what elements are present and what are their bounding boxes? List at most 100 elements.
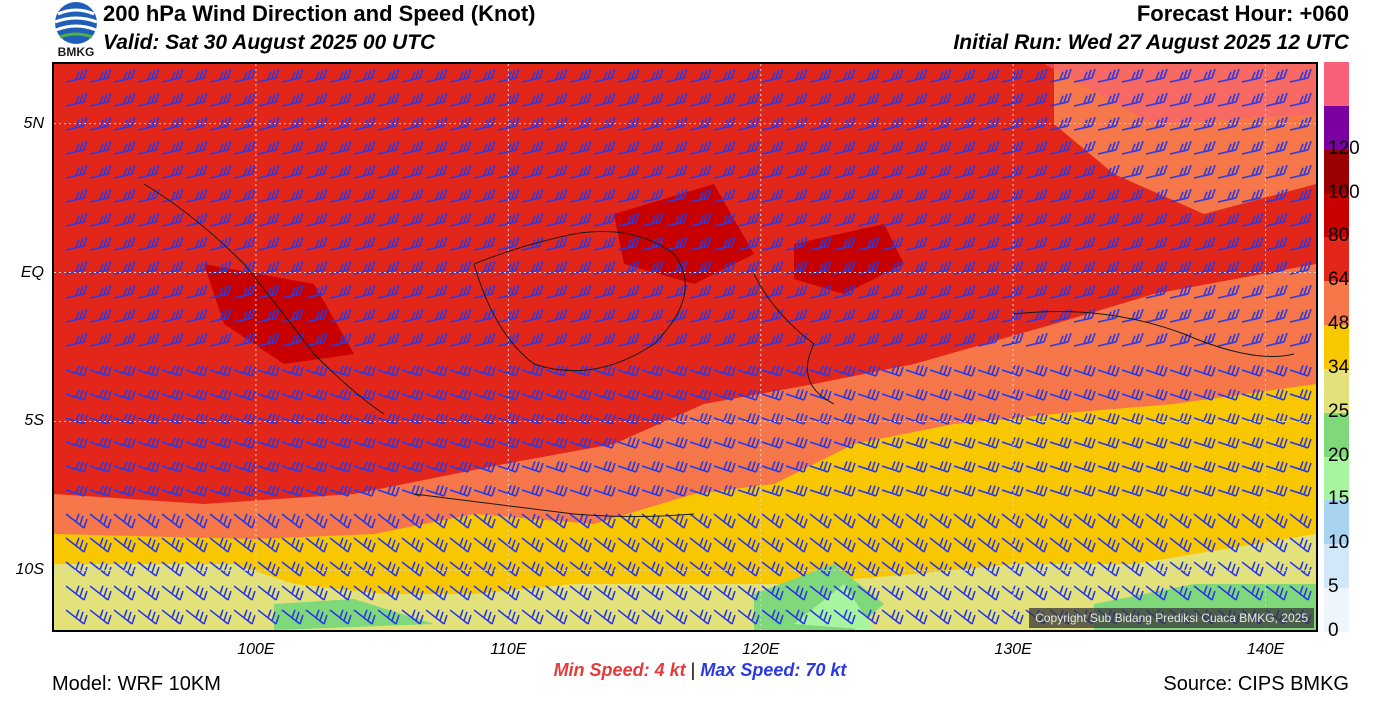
wind-barb [785,609,808,625]
wind-barb [521,389,544,401]
wind-barb [977,188,1000,203]
wind-barb [953,585,976,601]
wind-barb [1265,332,1288,347]
wind-barb [89,365,112,377]
wind-barb [305,609,328,625]
wind-barb [377,485,400,497]
wind-barb [137,188,160,203]
wind-barb [977,561,1000,577]
wind-barb [881,236,904,251]
wind-barb [1289,260,1312,275]
wind-barb [1121,164,1144,179]
wind-barb [665,188,688,203]
wind-barb [1001,140,1024,155]
wind-barb [1289,284,1312,299]
wind-barb [689,609,712,625]
wind-barb [521,68,544,83]
wind-barb [665,260,688,275]
wind-barb [1217,513,1240,529]
wind-barb [497,260,520,275]
wind-barb [953,513,976,529]
wind-barb [1025,188,1048,203]
wind-barb [1097,188,1120,203]
wind-barb [209,284,232,299]
wind-barb [617,365,640,377]
wind-barb [953,92,976,107]
wind-barb [1241,68,1264,83]
wind-barb [761,461,784,473]
wind-barb [929,116,952,131]
wind-barb [929,284,952,299]
wind-barb [521,260,544,275]
wind-barb [857,561,880,577]
wind-barb [497,116,520,131]
wind-barb [617,437,640,449]
wind-barb [593,236,616,251]
wind-barb [1265,164,1288,179]
wind-barb [641,164,664,179]
wind-barb [1025,332,1048,347]
wind-barb [737,461,760,473]
wind-barb [713,308,736,323]
wind-barb [953,212,976,227]
wind-barb [209,212,232,227]
wind-barb [137,365,160,377]
wind-barb [1241,437,1264,449]
wind-barb [1217,236,1240,251]
colorbar-label: 25 [1328,400,1350,422]
wind-barb [521,332,544,347]
wind-barb [449,537,472,553]
wind-barb [425,537,448,553]
wind-barb [113,609,136,625]
wind-barb [713,461,736,473]
wind-barb [449,513,472,529]
wind-barb [1169,140,1192,155]
speed-summary: Min Speed: 4 kt | Max Speed: 70 kt [0,660,1400,681]
wind-barb [857,284,880,299]
wind-barb [1025,365,1048,377]
coast-java [413,493,695,517]
wind-barb [641,116,664,131]
wind-barb [569,561,592,577]
wind-barb [449,461,472,473]
wind-barb [1169,68,1192,83]
wind-barb [521,284,544,299]
wind-barb [305,260,328,275]
wind-barb [113,164,136,179]
wind-barb [89,485,112,497]
wind-barb [953,389,976,401]
wind-barb [353,585,376,601]
wind-barb [473,212,496,227]
wind-barb [305,164,328,179]
wind-barb [905,561,928,577]
wind-barb [257,609,280,625]
wind-barb [1097,461,1120,473]
wind-barb [905,92,928,107]
wind-barb [785,236,808,251]
wind-barb [977,585,1000,601]
wind-barb [401,585,424,601]
wind-barb [593,437,616,449]
wind-barb [257,308,280,323]
wind-barb [569,513,592,529]
wind-barb [305,308,328,323]
wind-barb [89,212,112,227]
wind-barb [473,513,496,529]
wind-barb [569,609,592,625]
wind-barb [1145,260,1168,275]
wind-barb [881,513,904,529]
wind-barb [833,332,856,347]
wind-barb [1265,116,1288,131]
wind-barb [209,260,232,275]
wind-barb [401,164,424,179]
wind-barb [905,68,928,83]
wind-barb [377,389,400,401]
wind-barb [113,332,136,347]
wind-barb [953,68,976,83]
wind-barb [473,461,496,473]
wind-barb [1121,332,1144,347]
wind-barb [809,365,832,377]
wind-barb [161,92,184,107]
wind-barb [1049,140,1072,155]
wind-barb [737,164,760,179]
